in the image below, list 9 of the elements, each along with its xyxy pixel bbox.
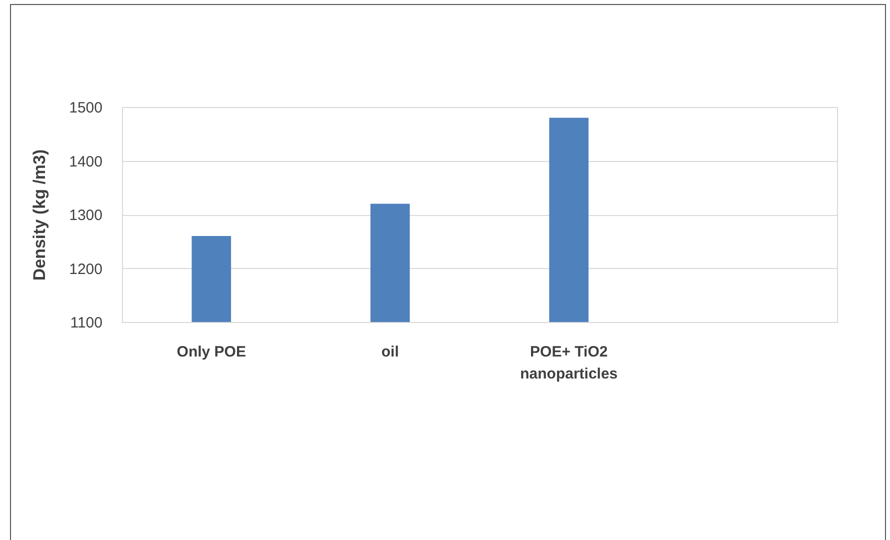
x-tick-label: POE+ TiO2 nanoparticles: [520, 344, 618, 382]
y-axis-title: Density (kg /m3): [30, 149, 50, 281]
y-tick-label: 1300: [69, 207, 102, 224]
y-tick-label: 1100: [70, 314, 102, 332]
y-tick-label: 1500: [69, 100, 102, 116]
x-tick-label: oil: [381, 344, 399, 360]
y-tick-label: 1200: [69, 260, 102, 278]
x-tick-label: Only POE: [176, 344, 246, 360]
y-tick-label: 1400: [69, 153, 102, 170]
